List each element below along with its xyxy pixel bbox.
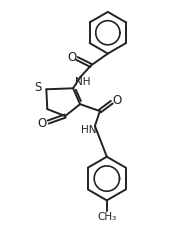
Text: O: O: [38, 117, 47, 129]
Text: CH₃: CH₃: [97, 212, 116, 222]
Text: NH: NH: [75, 77, 91, 87]
Text: O: O: [112, 94, 121, 107]
Text: S: S: [35, 81, 42, 94]
Text: HN: HN: [81, 125, 97, 135]
Text: O: O: [67, 51, 77, 64]
